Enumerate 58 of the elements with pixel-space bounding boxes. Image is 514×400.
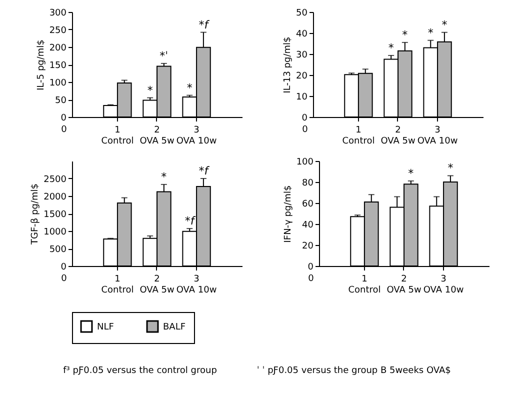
y-tick-label: 2000 [44, 192, 67, 202]
annotation: * [388, 41, 394, 54]
y-tick-label: 50 [296, 8, 308, 18]
x-tick-label: 1 Control [101, 274, 134, 296]
y-tick-label: 50 [55, 96, 67, 106]
annotation: *ˈ [160, 49, 168, 62]
annotation: *f [198, 164, 210, 178]
text: f³ pƑ0.05 versus the control group [63, 366, 217, 376]
y-tick-label: 1000 [44, 228, 67, 238]
y-tick-label: 500 [49, 245, 67, 255]
annotation: * [428, 26, 434, 40]
y-tick-label: 300 [49, 8, 67, 18]
legend-label: NLF [97, 322, 114, 333]
annotation: * [442, 18, 448, 32]
text: ˈ ˈ pƑ0.05 versus the group B 5weeks OVA$ [256, 366, 451, 376]
y-tick-label: 20 [302, 242, 314, 252]
x-tick-label: 2 OVA 5w [140, 126, 174, 146]
annotation: * [402, 28, 408, 42]
y-tick-label: 40 [296, 30, 308, 40]
x-tick-label: 3 OVA 10w [423, 274, 464, 296]
y-tick-label: 200 [49, 44, 67, 54]
y-tick-label: 2500 [44, 175, 67, 185]
y-tick-label: 20 [296, 72, 308, 82]
y-axis-title: IL-13 pg/ml$ [283, 36, 294, 94]
y-tick-label: 150 [49, 61, 67, 71]
x-tick-label: 3 OVA 10w [176, 126, 217, 146]
y-tick-label: 30 [296, 50, 308, 60]
y-tick-label: 60 [302, 200, 314, 210]
annotation: * [186, 81, 193, 94]
annotation: * [408, 166, 414, 180]
y-tick-label: 0 [60, 114, 67, 124]
y-tick-label: 100 [49, 78, 67, 88]
y-tick-label: 80 [302, 178, 314, 188]
x-tick-label: 1 Control [348, 274, 381, 296]
y-tick-label: 1500 [44, 210, 67, 220]
legend-label: BALF [163, 322, 186, 333]
y-axis-title: TGF-β pg/ml$ [30, 184, 41, 246]
y-tick-label: 40 [302, 220, 314, 230]
y-tick-label: 0 [302, 114, 308, 124]
y-axis-title: IL-5 pg/ml$ [36, 40, 46, 90]
annotation: *f [184, 214, 196, 228]
y-tick-label: 100 [296, 158, 314, 168]
x-tick-label: 2 OVA 5w [386, 274, 422, 296]
annotation: * [161, 170, 168, 184]
x-tick-label: 3 OVA 10w [417, 126, 458, 146]
y-tick-label: 0 [60, 262, 67, 272]
annotation: * [147, 84, 154, 97]
y-tick-label: 10 [296, 92, 308, 102]
y-tick-label: 0 [308, 262, 314, 272]
x-tick-label: 1 Control [101, 126, 134, 146]
x-tick-label: 1 Control [342, 126, 375, 146]
y-tick-label: 250 [49, 26, 67, 36]
x-tick-label: 2 OVA 5w [140, 274, 174, 296]
x-tick-label: 3 OVA 10w [176, 274, 217, 296]
annotation: *f [198, 18, 210, 32]
x-tick-label: 2 OVA 5w [380, 126, 416, 146]
y-axis-title: IFN-γ pg/ml$ [283, 185, 294, 243]
annotation: * [448, 162, 454, 175]
